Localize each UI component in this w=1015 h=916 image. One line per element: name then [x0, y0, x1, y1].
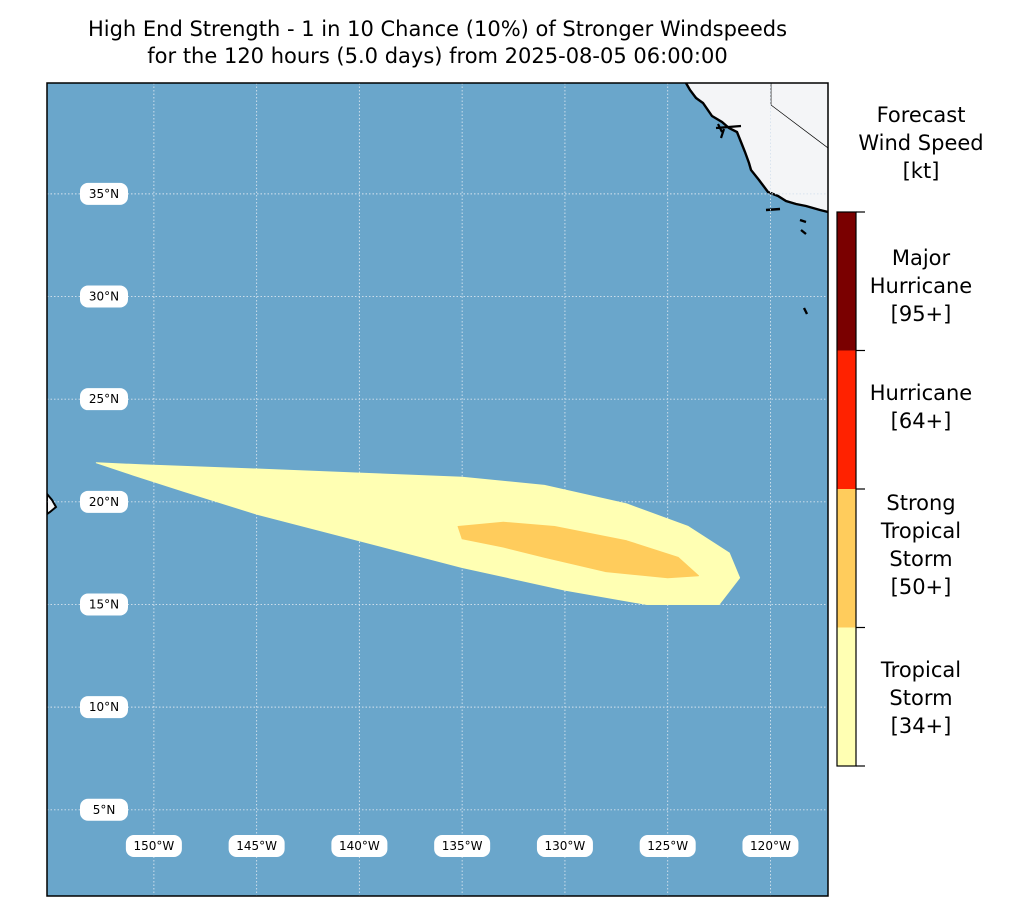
wind-swaths	[95, 462, 741, 605]
tick-label-box	[80, 798, 128, 821]
colorbar-segment	[837, 627, 856, 767]
tick-label: 5°N	[93, 803, 116, 817]
colorbar-segment	[837, 212, 856, 351]
colorbar-label-hurricane: Hurricane [64+]	[852, 379, 990, 435]
label-line: Hurricane	[869, 381, 973, 405]
tick-label: 35°N	[89, 187, 119, 201]
label-line: [95+]	[890, 302, 952, 326]
tick-label-box	[80, 182, 128, 205]
colorbar-title-line: Forecast	[876, 103, 966, 127]
tick-label: 150°W	[133, 839, 174, 853]
label-line: Storm	[889, 686, 953, 710]
tick-label-box	[331, 835, 388, 857]
colorbar-title-line: [kt]	[902, 159, 940, 183]
tick-label-box	[434, 835, 491, 857]
label-line: Hurricane	[869, 274, 973, 298]
wind-swath	[457, 521, 699, 579]
wind-swath	[95, 462, 741, 605]
tick-label-box	[80, 593, 128, 616]
tick-label: 25°N	[89, 392, 119, 406]
tick-label: 140°W	[339, 839, 380, 853]
colorbar-segment	[837, 489, 856, 628]
label-line: Strong	[886, 491, 956, 515]
channel-island	[799, 218, 807, 235]
latitude-labels: 35°N 30°N 25°N 20°N 15°N 10°N 5°N	[80, 182, 128, 821]
channel-island	[765, 207, 781, 212]
label-line: Tropical	[880, 658, 962, 682]
hawaii-island	[47, 492, 58, 516]
tick-label-box	[80, 490, 128, 513]
map-frame	[46, 82, 829, 897]
title-line-2: for the 120 hours (5.0 days) from 2025-0…	[147, 44, 728, 68]
tick-label-box	[125, 835, 182, 857]
label-line: [64+]	[890, 409, 952, 433]
tick-label-box	[80, 696, 128, 719]
label-line: [34+]	[890, 714, 952, 738]
north-america-land	[686, 83, 828, 212]
label-line: Major	[891, 246, 951, 270]
tick-label-box	[228, 835, 285, 857]
tick-label-box	[80, 388, 128, 411]
colorbar-label-strong-tropical-storm: Strong Tropical Storm [50+]	[852, 489, 990, 601]
tick-label: 130°W	[545, 839, 586, 853]
tick-label-box	[639, 835, 696, 857]
coastline	[684, 83, 828, 214]
tick-label-box	[536, 835, 593, 857]
colorbar-title: Forecast Wind Speed [kt]	[838, 101, 1004, 185]
tick-label-box	[80, 285, 128, 308]
tick-label: 30°N	[89, 290, 119, 304]
state-border	[770, 83, 828, 149]
guadalupe-island	[802, 307, 809, 315]
label-line: [50+]	[890, 575, 952, 599]
sf-bay-shape	[715, 123, 742, 139]
title-line-1: High End Strength - 1 in 10 Chance (10%)…	[87, 17, 788, 41]
label-line: Tropical	[880, 519, 962, 543]
tick-label: 15°N	[89, 597, 119, 611]
tick-label: 20°N	[89, 495, 119, 509]
tick-label: 125°W	[647, 839, 688, 853]
colorbar-label-tropical-storm: Tropical Storm [34+]	[852, 656, 990, 740]
longitude-labels: 150°W 145°W 140°W 135°W 130°W 125°W 120°W	[125, 835, 799, 857]
tick-label: 120°W	[750, 839, 791, 853]
colorbar-segment	[837, 350, 856, 490]
colorbar	[836, 211, 865, 767]
tick-label: 10°N	[89, 700, 119, 714]
tick-label: 135°W	[442, 839, 483, 853]
chart-title: High End Strength - 1 in 10 Chance (10%)…	[0, 16, 875, 70]
colorbar-title-line: Wind Speed	[858, 131, 984, 155]
tick-label: 145°W	[236, 839, 277, 853]
tick-label-box	[742, 835, 799, 857]
colorbar-label-major-hurricane: Major Hurricane [95+]	[852, 244, 990, 328]
label-line: Storm	[889, 547, 953, 571]
